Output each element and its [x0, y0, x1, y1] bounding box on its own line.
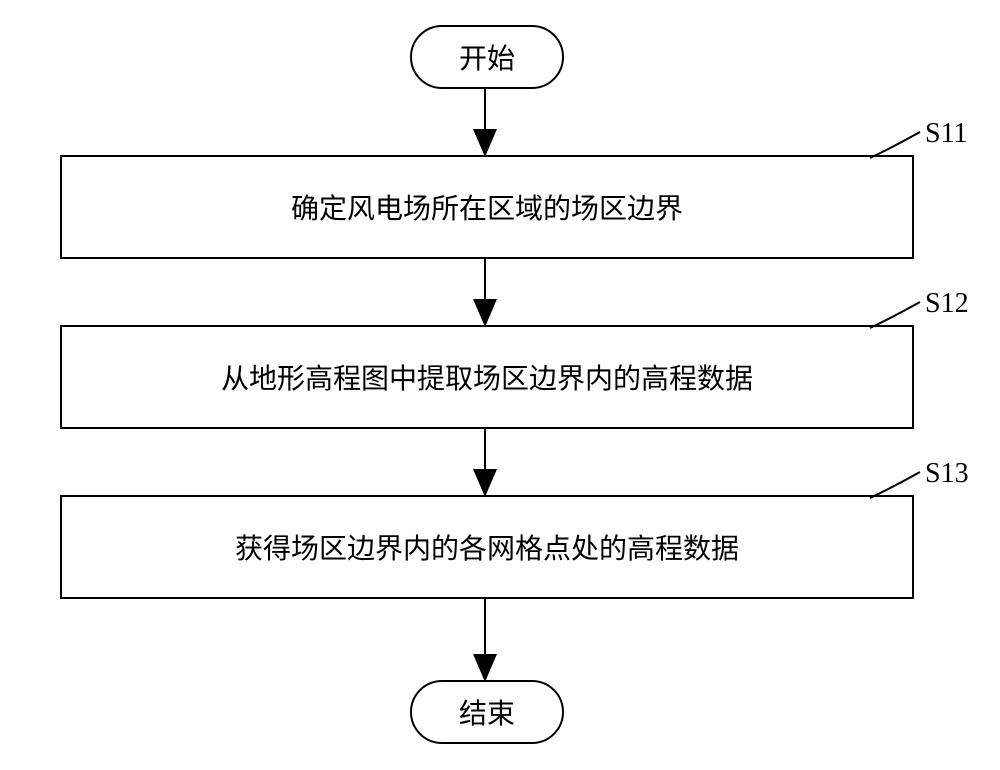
- process-s11: 确定风电场所在区域的场区边界: [60, 155, 914, 259]
- process-s11-text: 确定风电场所在区域的场区边界: [291, 187, 683, 227]
- process-s12-text: 从地形高程图中提取场区边界内的高程数据: [221, 357, 753, 397]
- start-text: 开始: [459, 37, 515, 77]
- flowchart-canvas: 开始 确定风电场所在区域的场区边界 从地形高程图中提取场区边界内的高程数据 获得…: [0, 0, 1000, 770]
- process-s13-text: 获得场区边界内的各网格点处的高程数据: [235, 527, 739, 567]
- end-text: 结束: [459, 692, 515, 732]
- end-terminator: 结束: [410, 680, 564, 744]
- label-s11: S11: [925, 118, 968, 150]
- label-s13: S13: [925, 458, 969, 490]
- process-s13: 获得场区边界内的各网格点处的高程数据: [60, 495, 914, 599]
- process-s12: 从地形高程图中提取场区边界内的高程数据: [60, 325, 914, 429]
- start-terminator: 开始: [410, 25, 564, 89]
- label-s12: S12: [925, 288, 969, 320]
